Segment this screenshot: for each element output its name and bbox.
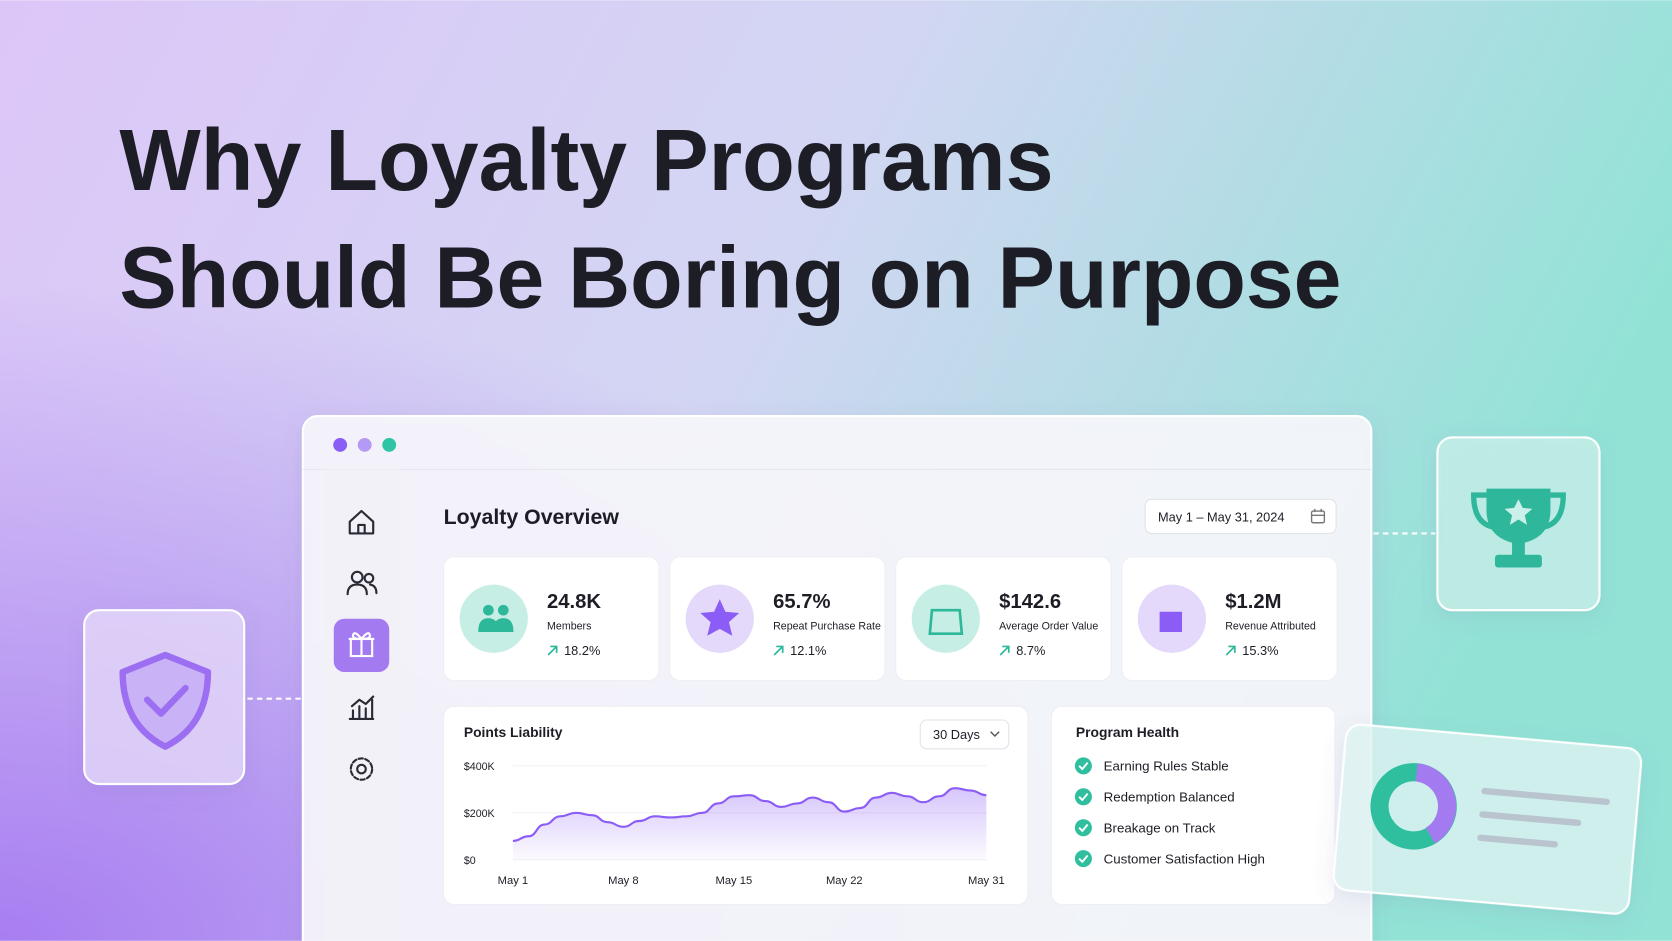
range-dropdown[interactable] xyxy=(919,719,1010,750)
trend-arrow xyxy=(1225,645,1236,656)
kpi-change: 18.2% xyxy=(564,643,600,658)
donut-card xyxy=(1332,723,1643,915)
health-title: Program Health xyxy=(1076,724,1179,740)
dashboard-title: Loyalty Overview xyxy=(444,505,620,529)
check-circle xyxy=(1074,788,1092,806)
chart-icon[interactable] xyxy=(348,695,375,721)
y-tick-label: $200K xyxy=(464,808,495,820)
kpi-label: Members xyxy=(547,620,591,632)
calendar-icon xyxy=(1310,508,1326,524)
kpi-label: Average Order Value xyxy=(999,620,1098,632)
check-circle xyxy=(1074,819,1092,837)
kpi-value: $1.2M xyxy=(1225,591,1281,613)
line xyxy=(512,787,987,843)
kpi-change: 12.1% xyxy=(790,643,826,658)
sidebar xyxy=(324,469,401,941)
health-item: Redemption Balanced xyxy=(1104,790,1235,805)
chevron xyxy=(990,731,1000,737)
kpi-icon-bg xyxy=(911,584,980,653)
trophy-icon xyxy=(1470,488,1566,568)
kpi-icon xyxy=(700,599,740,636)
kpi-change: 8.7% xyxy=(1016,643,1045,658)
kpi-icon xyxy=(483,604,494,616)
headline: Why Loyalty Programs xyxy=(119,111,1053,209)
window-dot xyxy=(382,437,397,452)
headline: Should Be Boring on Purpose xyxy=(119,228,1341,326)
health-card xyxy=(1050,705,1336,906)
check-circle xyxy=(1074,757,1092,775)
kpi-icon xyxy=(1159,611,1183,633)
check-circle xyxy=(1074,850,1092,868)
check-mark xyxy=(1078,854,1089,864)
chart-title: Points Liability xyxy=(464,724,563,740)
kpi-value: 24.8K xyxy=(547,591,601,613)
trend-arrow xyxy=(547,645,558,656)
check-mark xyxy=(1078,762,1089,771)
check-icon xyxy=(143,684,189,717)
health-item: Customer Satisfaction High xyxy=(1104,851,1265,866)
date-picker[interactable] xyxy=(1144,498,1337,534)
settings-icon[interactable] xyxy=(349,757,374,781)
text-lines xyxy=(1477,787,1610,848)
window-dot xyxy=(357,437,372,452)
health-item: Earning Rules Stable xyxy=(1104,759,1229,774)
donut-segment xyxy=(1415,763,1457,844)
area xyxy=(512,788,987,860)
trend-arrow xyxy=(773,645,784,656)
x-tick-label: May 31 xyxy=(968,875,1005,887)
shield-icon xyxy=(119,651,212,750)
gift-icon xyxy=(348,632,375,658)
x-tick-label: May 8 xyxy=(608,875,638,887)
range-select: 30 Days xyxy=(933,727,980,742)
members-icon[interactable] xyxy=(346,570,378,596)
window-dot xyxy=(333,437,348,452)
home-icon[interactable] xyxy=(348,509,375,535)
kpi-label: Revenue Attributed xyxy=(1225,620,1316,632)
x-tick-label: May 15 xyxy=(716,875,753,887)
x-tick-label: May 1 xyxy=(498,875,528,887)
y-tick-label: $0 xyxy=(464,855,476,867)
trend-arrow xyxy=(999,645,1010,656)
kpi-change: 15.3% xyxy=(1242,643,1278,658)
kpi-value: $142.6 xyxy=(999,591,1061,613)
date-range: May 1 – May 31, 2024 xyxy=(1158,510,1284,525)
check-mark xyxy=(1078,792,1089,802)
kpi-icon xyxy=(497,604,509,616)
kpi-label: Repeat Purchase Rate xyxy=(773,620,881,632)
kpi-icon-bg xyxy=(459,584,528,653)
kpi-icon xyxy=(478,618,514,633)
kpi-value: 65.7% xyxy=(773,591,830,613)
y-tick-label: $400K xyxy=(464,761,495,773)
check-mark xyxy=(1078,823,1089,833)
health-item: Breakage on Track xyxy=(1104,821,1216,836)
kpi-icon xyxy=(928,608,964,635)
x-tick-label: May 22 xyxy=(826,875,863,887)
